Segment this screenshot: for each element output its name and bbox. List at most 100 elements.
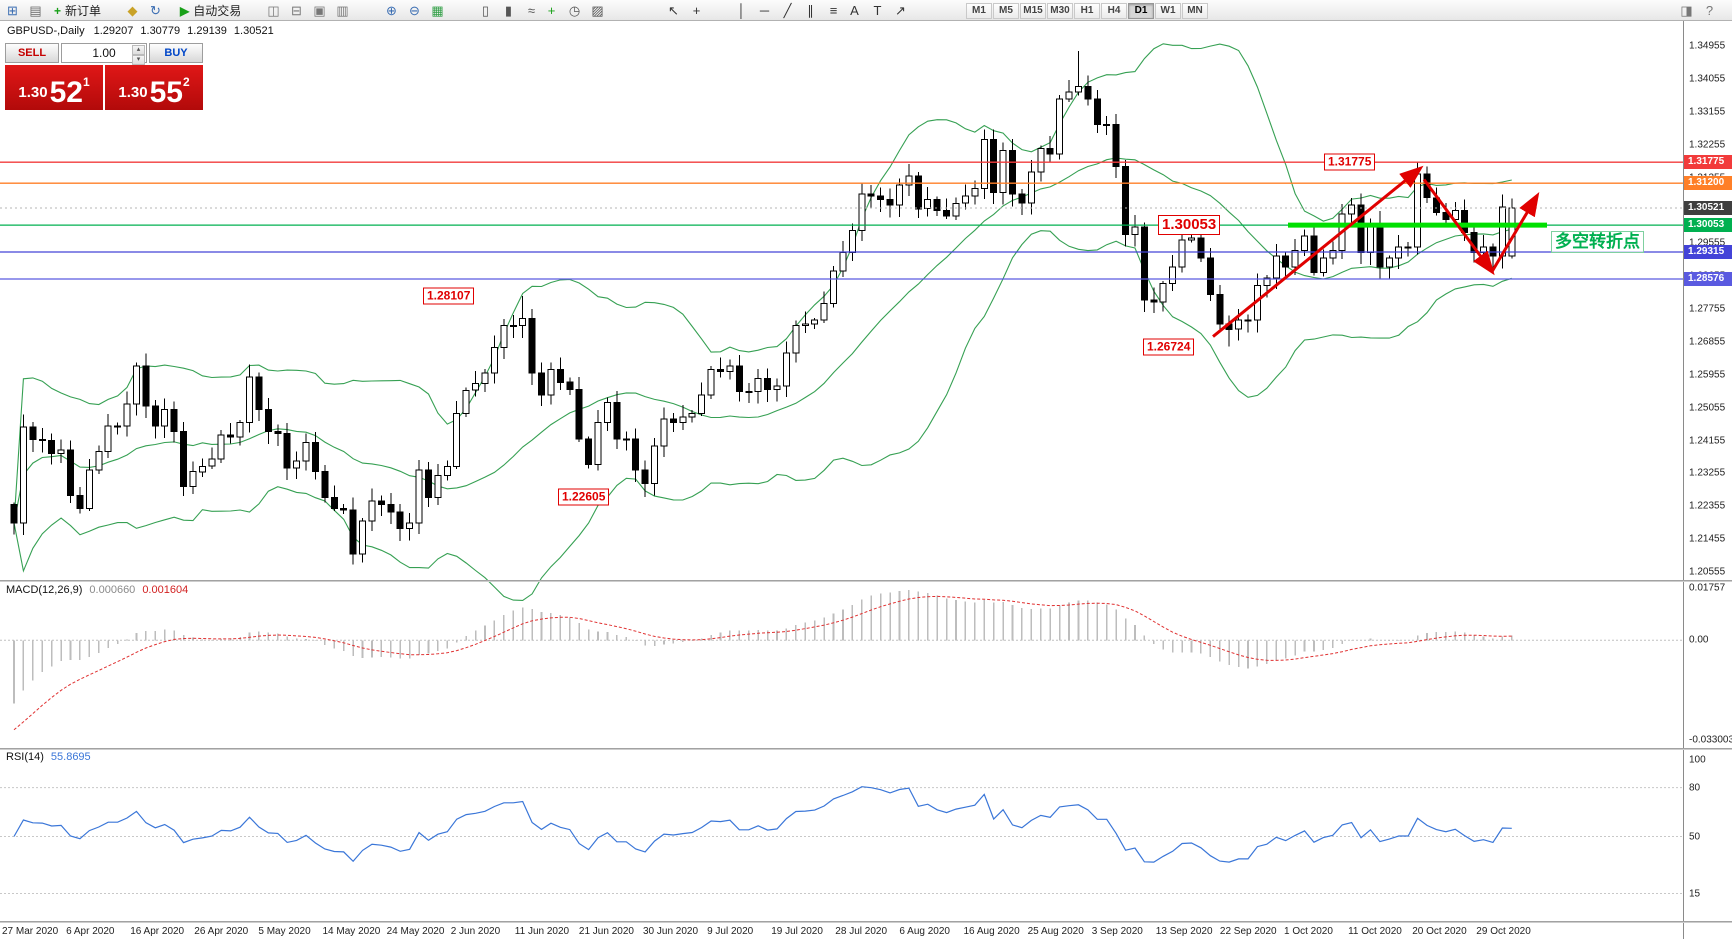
time-axis-label: 14 May 2020: [322, 926, 381, 937]
timeframe-button-m1[interactable]: M1: [966, 2, 992, 19]
candle: [359, 520, 367, 555]
timeframe-button-h4[interactable]: H4: [1101, 2, 1127, 19]
arrow-object-icon[interactable]: ↗: [895, 3, 906, 18]
horizontal-line-icon[interactable]: ─: [759, 3, 770, 18]
data-window-icon[interactable]: ◨: [1680, 3, 1693, 18]
candle: [1131, 226, 1139, 235]
candlestick-chart-icon[interactable]: ▮: [504, 3, 513, 18]
timeframe-button-d1[interactable]: D1: [1128, 2, 1154, 19]
candle: [735, 365, 743, 392]
candle: [180, 431, 188, 487]
price-axis[interactable]: 1.349551.340551.331551.322551.313551.304…: [1683, 21, 1732, 939]
timeframe-button-m5[interactable]: M5: [993, 2, 1019, 19]
zoom-in-icon[interactable]: ⊕: [386, 3, 397, 18]
sell-button[interactable]: SELL: [5, 43, 59, 63]
annotation-note[interactable]: 多空转折点: [1551, 231, 1644, 253]
candle: [1348, 204, 1356, 215]
alert-icon[interactable]: ◆: [127, 3, 138, 18]
candle: [161, 409, 169, 427]
candle: [19, 426, 27, 524]
candle: [293, 460, 301, 469]
price-annotation-label[interactable]: 1.31775: [1324, 153, 1376, 171]
candle: [1366, 222, 1374, 254]
templates-icon[interactable]: ▨: [591, 3, 604, 18]
panel-separator[interactable]: [0, 748, 1732, 750]
candle: [114, 425, 122, 428]
text-icon[interactable]: A: [850, 3, 859, 18]
price-annotation-label[interactable]: 1.26724: [1143, 338, 1195, 356]
candle: [1263, 277, 1271, 286]
autotrading-button[interactable]: ▶ 自动交易: [172, 1, 249, 20]
trend-arrow[interactable]: [1212, 165, 1424, 338]
candle: [688, 412, 696, 418]
candle: [1404, 246, 1412, 249]
timeframe-button-h1[interactable]: H1: [1074, 2, 1100, 19]
crosshair-icon[interactable]: +: [692, 3, 701, 18]
candle: [274, 431, 282, 434]
timeframe-button-m15[interactable]: M15: [1020, 2, 1046, 19]
bar-chart-icon[interactable]: ▯: [481, 3, 490, 18]
axis-price-tag: 1.31775: [1684, 155, 1732, 170]
trend-arrow[interactable]: [1490, 192, 1540, 273]
trendline-icon[interactable]: ╱: [783, 3, 792, 18]
new-chart-icon[interactable]: ⊞: [7, 3, 18, 18]
indicators-icon[interactable]: +: [547, 3, 556, 18]
price-tick-label: 1.34055: [1689, 73, 1726, 85]
candle: [613, 401, 621, 440]
help-icon[interactable]: ?: [1705, 3, 1714, 18]
new-order-button[interactable]: + 新订单: [46, 1, 109, 20]
candle: [424, 469, 432, 498]
candle: [1074, 85, 1082, 93]
candle: [10, 504, 18, 524]
maximize-chart-icon[interactable]: ▣: [313, 3, 326, 18]
vertical-line-icon[interactable]: │: [737, 3, 746, 18]
candle: [905, 175, 913, 186]
trend-arrow[interactable]: [1422, 178, 1495, 276]
time-axis-label: 16 Apr 2020: [130, 926, 185, 937]
candle: [1037, 148, 1045, 173]
channel-icon[interactable]: ∥: [807, 3, 814, 18]
candle: [38, 439, 46, 442]
autotrading-button-label: 自动交易: [193, 4, 242, 18]
zoom-out-icon[interactable]: ⊖: [409, 3, 420, 18]
panel-separator[interactable]: [0, 921, 1732, 923]
buy-button[interactable]: BUY: [149, 43, 203, 63]
chart-profiles-icon[interactable]: ▤: [29, 3, 42, 18]
time-axis-label: 6 Aug 2020: [899, 926, 950, 937]
tile-windows-icon[interactable]: ⊟: [291, 3, 302, 18]
fibonacci-icon[interactable]: ≡: [829, 3, 838, 18]
price-annotation-label[interactable]: 1.30053: [1158, 215, 1221, 236]
candle: [839, 252, 847, 272]
candle: [867, 193, 875, 197]
lot-size-field[interactable]: 1.00 ▴ ▾: [61, 43, 147, 65]
price-annotation-label[interactable]: 1.28107: [423, 287, 475, 305]
candle: [547, 369, 555, 396]
time-axis-label: 19 Jul 2020: [771, 926, 823, 937]
text-label-icon[interactable]: T: [873, 3, 882, 18]
lot-increase-button[interactable]: ▴: [132, 45, 145, 55]
lot-decrease-button[interactable]: ▾: [132, 55, 145, 65]
price-annotation-label[interactable]: 1.22605: [558, 488, 610, 506]
autotrading-button-glyph: ▶: [180, 3, 190, 18]
timeframe-button-m30[interactable]: M30: [1047, 2, 1073, 19]
timeframe-button-mn[interactable]: MN: [1182, 2, 1208, 19]
candle: [1385, 257, 1393, 268]
sell-price-button[interactable]: 1.30 52 1: [5, 65, 103, 110]
candle: [622, 438, 630, 441]
candle: [820, 303, 828, 321]
periods-icon[interactable]: ◷: [568, 3, 581, 18]
timeframe-button-w1[interactable]: W1: [1155, 2, 1181, 19]
candle: [754, 378, 762, 392]
line-chart-icon[interactable]: ≈: [527, 3, 536, 18]
refresh-icon[interactable]: ↻: [150, 3, 161, 18]
candle: [1461, 210, 1469, 234]
time-axis-label: 30 Jun 2020: [643, 926, 699, 937]
cursor-icon[interactable]: ↖: [668, 3, 679, 18]
chart-shift-icon[interactable]: ▥: [336, 3, 349, 18]
buy-price-button[interactable]: 1.30 55 2: [105, 65, 203, 110]
cascade-windows-icon[interactable]: ◫: [267, 3, 280, 18]
panel-separator[interactable]: [0, 580, 1732, 582]
time-axis[interactable]: 27 Mar 2020 6 Apr 2020 16 Apr 2020 26 Apr 2…: [0, 922, 1683, 939]
grid-icon[interactable]: ▦: [431, 3, 444, 18]
